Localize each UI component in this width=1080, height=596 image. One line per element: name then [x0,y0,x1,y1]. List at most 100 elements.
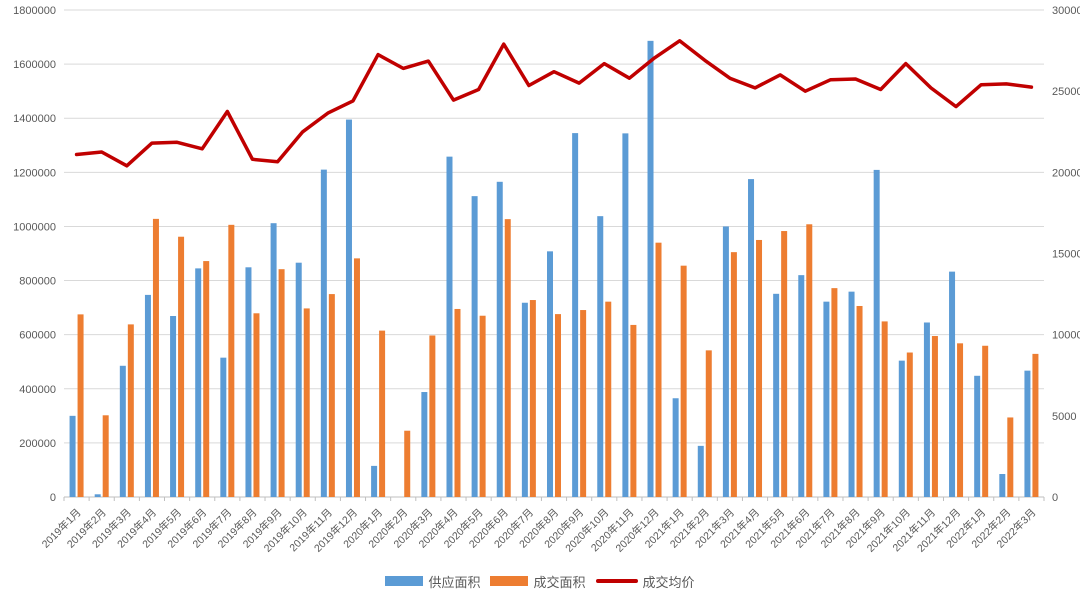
bar [906,352,913,497]
left-axis-tick-label: 1000000 [13,221,56,233]
bar [806,224,813,497]
right-axis-tick-label: 30000 [1052,5,1080,17]
bar [203,261,210,497]
bar [454,308,461,497]
bar [144,294,151,497]
bar [521,302,528,497]
price-line-swatch [595,579,638,583]
bar [881,321,888,497]
bar [228,224,235,497]
bar [730,252,737,497]
bar [320,169,327,497]
bar [1024,370,1031,497]
legend-item-transaction: 成交面积 [490,572,586,591]
bar [195,268,202,497]
bar [77,314,84,497]
legend-label-supply: 供应面积 [428,574,481,590]
bar [94,494,101,497]
bar [949,271,956,497]
bar [404,430,411,497]
bar [547,251,553,497]
bar [931,336,938,497]
right-axis-tick-label: 0 [1052,492,1058,504]
x-axis-labels: 2019年1月2019年2月2019年3月2019年4月2019年5月2019年… [39,506,1039,555]
bar [345,119,352,497]
bar [680,265,687,497]
bar [69,415,76,497]
bar [831,288,838,497]
bar [446,156,453,497]
bar [781,231,788,497]
left-axis-tick-label: 600000 [19,330,56,342]
bar [270,223,277,497]
bar [479,315,486,497]
legend-label-price: 成交均价 [642,574,695,590]
bar [580,310,587,497]
bar [823,301,830,497]
left-axis-tick-label: 200000 [19,438,56,450]
bar [278,269,285,497]
legend: 供应面积 成交面积 成交均价 [0,569,1080,593]
bar [982,345,989,497]
right-axis-tick-label: 10000 [1052,330,1080,342]
price-line [74,39,1034,168]
left-axis-labels: 0 200000 400000 600000 800000 1000000 1200000 1… [13,5,56,504]
bar [170,315,177,497]
bar [848,291,855,497]
bar [295,262,302,497]
bar [379,330,386,497]
bar [572,133,579,497]
right-axis-tick-label: 20000 [1052,167,1080,179]
gridlines [64,9,1044,444]
bar [999,474,1006,497]
bar [898,360,905,497]
bar [253,313,260,497]
bar [605,301,612,497]
bar [421,392,428,497]
bar [756,239,763,497]
bar [798,275,805,497]
bar [127,324,134,497]
left-axis-tick-label: 1400000 [13,113,56,125]
bar [856,305,863,497]
left-axis-tick-label: 0 [50,492,56,504]
bar [220,357,227,497]
right-axis-labels: 0 5000 10000 15000 20000 25000 30000 [1052,5,1080,504]
bar [119,365,126,497]
left-axis-tick-label: 400000 [19,384,56,396]
bar [957,343,964,497]
bar [597,216,604,497]
bar [102,415,109,497]
bar [748,179,755,497]
bar [178,236,185,497]
bar [974,375,981,497]
bar [245,267,252,497]
bar [353,258,360,497]
bar [371,465,378,497]
bar [923,322,930,497]
bar [873,169,880,498]
bar [328,294,335,497]
bar [622,133,629,497]
bar [705,350,712,497]
left-axis-tick-label: 1200000 [13,167,56,179]
left-axis-tick-label: 800000 [19,276,56,288]
bar [429,335,436,497]
bar [529,300,536,497]
left-axis-tick-label: 1800000 [13,5,56,17]
bar [697,445,704,497]
right-axis-tick-label: 15000 [1052,249,1080,261]
bar [773,293,780,497]
bar [722,226,729,497]
transaction-bars [77,218,1039,497]
bar [647,40,654,498]
right-axis-tick-label: 5000 [1052,411,1076,423]
bar [496,181,503,497]
bar [152,218,159,497]
bar [672,398,679,497]
left-axis-tick-label: 1600000 [13,59,56,71]
bar [630,324,637,497]
bar [555,314,561,497]
